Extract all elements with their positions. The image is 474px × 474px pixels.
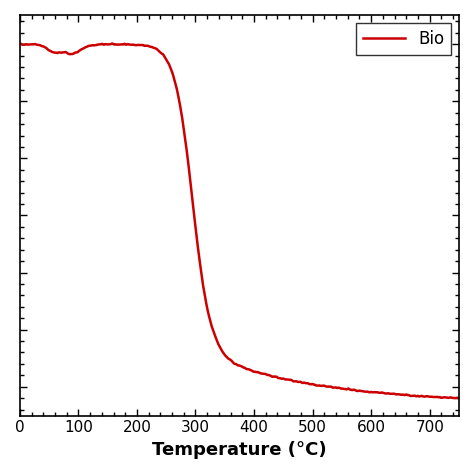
X-axis label: Temperature (°C): Temperature (°C): [152, 441, 327, 459]
Legend: Bio: Bio: [356, 23, 451, 55]
